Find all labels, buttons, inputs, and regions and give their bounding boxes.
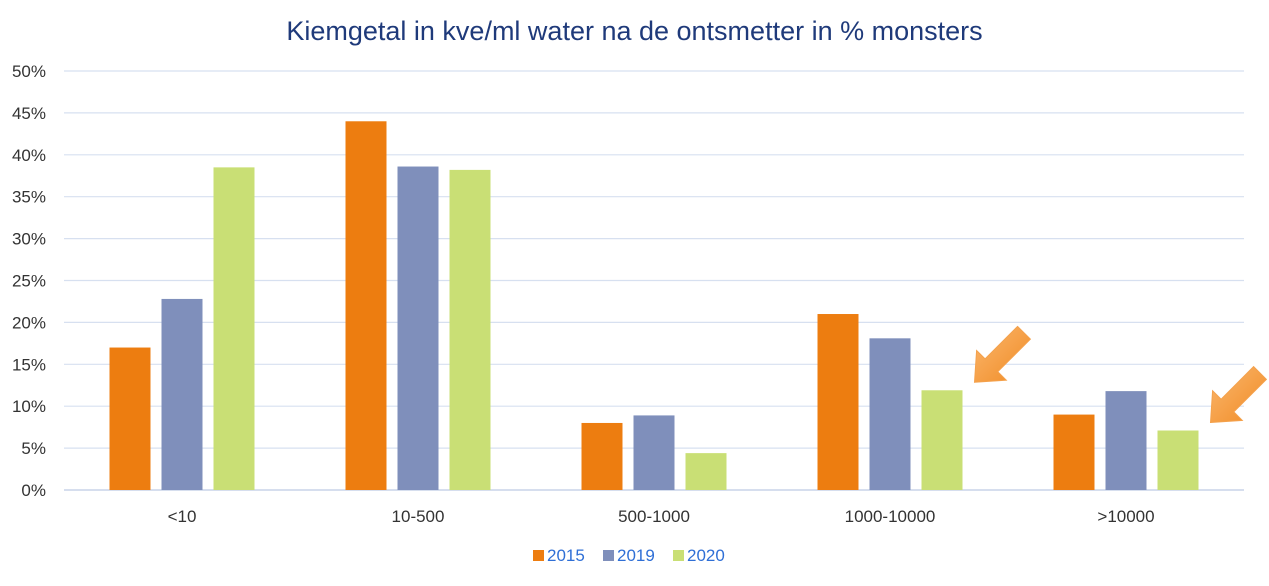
x-tick-label: 10-500 [392, 507, 445, 526]
legend: 2015 2019 2020 [533, 546, 725, 565]
legend-swatch-2020 [673, 550, 684, 561]
y-tick-label: 0% [21, 481, 46, 500]
x-axis-labels: <10 10-500 500-1000 1000-10000 >10000 [168, 507, 1155, 526]
legend-swatch-2015 [533, 550, 544, 561]
y-tick-label: 30% [12, 230, 46, 249]
x-tick-label: 1000-10000 [845, 507, 936, 526]
bar-2015-500-1000 [581, 422, 623, 490]
y-tick-label: 15% [12, 355, 46, 374]
x-tick-label: <10 [168, 507, 197, 526]
x-tick-label: 500-1000 [618, 507, 690, 526]
bar-2019-500-1000 [633, 415, 675, 490]
chart-title: Kiemgetal in kve/ml water na de ontsmett… [286, 16, 983, 46]
y-tick-label: 35% [12, 188, 46, 207]
x-tick-label: >10000 [1097, 507, 1154, 526]
bar-2019-1000-10000 [869, 338, 911, 490]
bar-2019->10000 [1105, 391, 1147, 490]
bar-2015-1000-10000 [817, 314, 859, 490]
legend-label-2020: 2020 [687, 546, 725, 565]
bar-2015-10-500 [345, 121, 387, 490]
y-tick-label: 10% [12, 397, 46, 416]
y-tick-label: 45% [12, 104, 46, 123]
bar-2020-500-1000 [685, 453, 727, 490]
y-tick-label: 40% [12, 146, 46, 165]
legend-label-2015: 2015 [547, 546, 585, 565]
annotation-arrow [1209, 365, 1268, 424]
legend-swatch-2019 [603, 550, 614, 561]
bar-2015-<10 [109, 347, 151, 490]
legend-label-2019: 2019 [617, 546, 655, 565]
bars [109, 121, 1199, 491]
bar-2015->10000 [1053, 414, 1095, 490]
y-tick-label: 25% [12, 272, 46, 291]
y-tick-label: 50% [12, 62, 46, 81]
bar-2020-10-500 [449, 169, 491, 490]
bar-2019-<10 [161, 298, 203, 490]
annotations [973, 325, 1268, 424]
y-tick-label: 5% [21, 439, 46, 458]
y-tick-label: 20% [12, 313, 46, 332]
bar-2020-1000-10000 [921, 390, 963, 490]
annotation-arrow [973, 325, 1032, 383]
bar-2020->10000 [1157, 430, 1199, 490]
y-axis-ticks: 0% 5% 10% 15% 20% 25% 30% 35% 40% 45% 50% [12, 62, 46, 500]
bar-2020-<10 [213, 167, 255, 490]
bar-2019-10-500 [397, 166, 439, 491]
